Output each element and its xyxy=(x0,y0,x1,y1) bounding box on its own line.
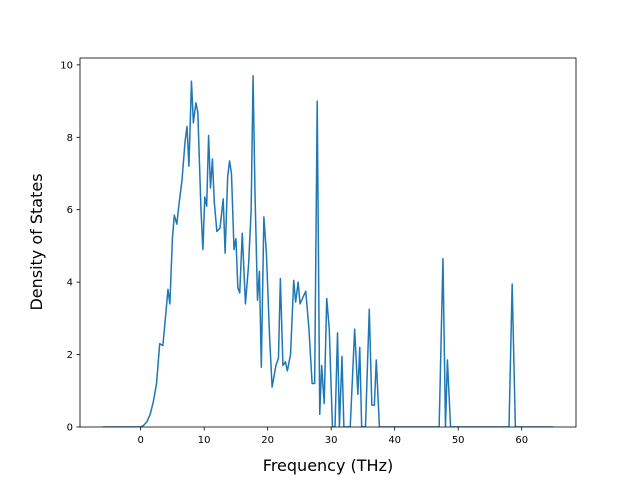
y-axis-label: Density of States xyxy=(27,173,46,310)
y-tick-label: 4 xyxy=(67,278,73,289)
x-tick-label: 10 xyxy=(198,435,211,446)
x-tick-label: 20 xyxy=(261,435,274,446)
x-tick-label: 30 xyxy=(325,435,338,446)
data-line xyxy=(102,74,554,427)
x-tick-label: 0 xyxy=(137,435,143,446)
plot-frame xyxy=(79,57,577,428)
y-tick-label: 8 xyxy=(67,133,73,144)
y-tick-label: 10 xyxy=(60,60,73,71)
y-tick-label: 2 xyxy=(67,350,73,361)
x-tick-label: 50 xyxy=(452,435,465,446)
x-axis-label: Frequency (THz) xyxy=(263,456,393,475)
y-tick-label: 6 xyxy=(67,205,73,216)
x-tick-label: 40 xyxy=(388,435,401,446)
x-tick-label: 60 xyxy=(515,435,528,446)
y-tick-label: 0 xyxy=(67,423,73,434)
